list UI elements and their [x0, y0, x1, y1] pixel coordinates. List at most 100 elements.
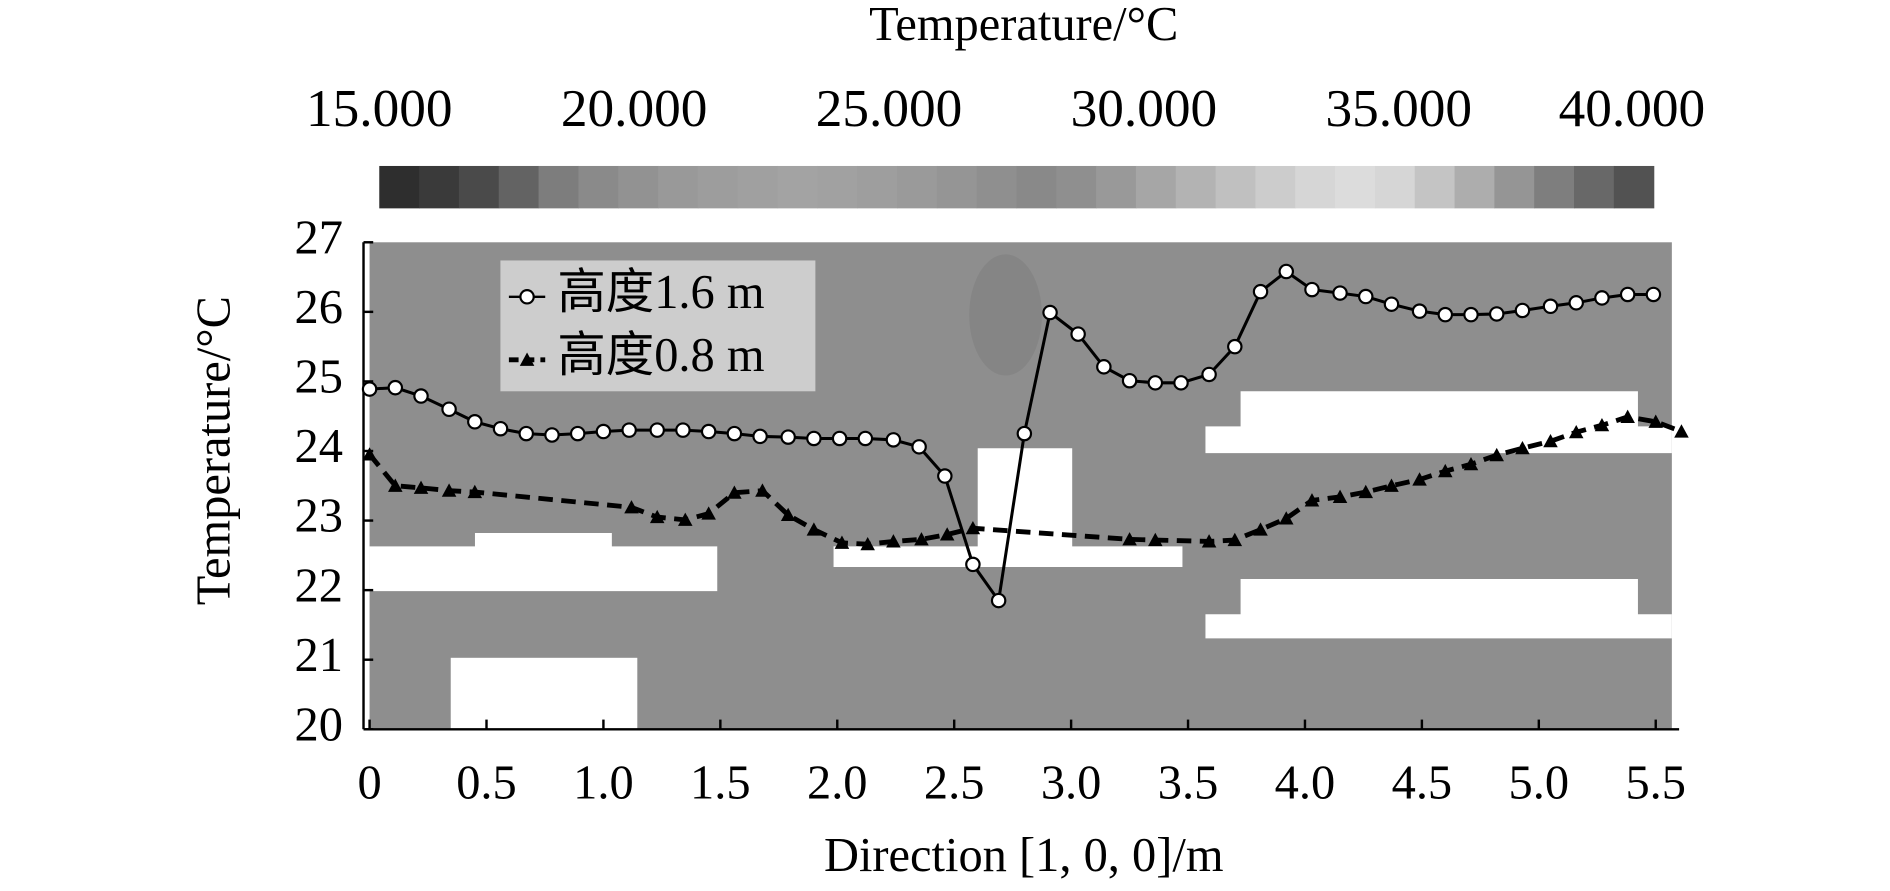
colorbar-cell	[379, 165, 420, 209]
marker	[1358, 484, 1374, 499]
colorbar-cell	[1016, 165, 1057, 209]
y-tick-label: 26	[294, 281, 342, 334]
x-tick-label: 5.0	[1509, 757, 1570, 810]
marker	[1147, 375, 1164, 391]
marker	[413, 480, 429, 494]
colorbar-tick-label: 40.000	[1559, 79, 1706, 138]
marker	[621, 422, 637, 438]
x-tick-label: 4.5	[1392, 757, 1453, 810]
colorbar-cell	[737, 165, 779, 209]
marker	[1383, 296, 1400, 312]
marker	[726, 425, 743, 442]
marker	[544, 427, 560, 443]
marker	[1674, 424, 1689, 438]
obstacle	[450, 657, 638, 730]
marker	[1253, 522, 1268, 536]
marker	[1568, 295, 1584, 311]
marker	[1227, 532, 1243, 547]
colorbar-cell	[538, 165, 579, 209]
legend-marker	[519, 352, 535, 366]
y-tick-label: 24	[294, 420, 342, 473]
colorbar-cell	[1135, 165, 1177, 209]
x-tick-label: 5.5	[1625, 757, 1686, 810]
marker	[569, 425, 586, 442]
colorbar-cell	[896, 165, 938, 209]
colorbar-cell	[1613, 165, 1655, 209]
marker	[362, 447, 377, 461]
colorbar-cell	[1096, 165, 1137, 209]
marker	[678, 512, 693, 526]
marker	[518, 425, 535, 442]
marker	[914, 532, 929, 546]
marker	[1515, 440, 1530, 455]
marker	[1278, 511, 1294, 525]
marker	[1463, 306, 1479, 323]
colorbar-cell	[1255, 165, 1296, 209]
marker	[700, 423, 717, 440]
colorbar-cell	[697, 165, 739, 209]
y-tick-label: 20	[294, 698, 342, 751]
marker	[911, 439, 927, 455]
y-tick-label: 25	[294, 351, 342, 404]
marker	[1645, 286, 1662, 303]
colorbar-cell	[419, 165, 460, 209]
y-tick-label: 21	[294, 629, 342, 682]
x-tick-label: 3.0	[1041, 757, 1102, 810]
marker	[806, 522, 822, 536]
marker	[1514, 302, 1531, 319]
colorbar-cell	[618, 165, 659, 209]
marker	[467, 414, 483, 430]
y-tick-label: 27	[294, 211, 342, 264]
marker	[990, 592, 1007, 609]
legend-marker	[519, 289, 535, 305]
marker	[1304, 281, 1320, 298]
marker	[1121, 372, 1138, 389]
marker	[388, 478, 403, 492]
colorbar-title: Temperature/°C	[869, 0, 1178, 51]
colorbar-cell	[498, 165, 540, 209]
legend-label: 高度1.6 m	[557, 266, 764, 319]
marker	[1096, 359, 1112, 375]
colorbar-tick-label: 35.000	[1326, 79, 1473, 138]
marker	[595, 423, 612, 440]
marker	[1201, 366, 1217, 383]
marker	[387, 379, 404, 396]
marker	[780, 429, 796, 445]
marker	[886, 534, 901, 548]
colorbar-cell	[857, 165, 898, 209]
marker	[780, 507, 796, 522]
x-tick-label: 0	[357, 757, 381, 810]
marker	[1648, 414, 1664, 428]
marker	[860, 536, 875, 551]
colorbar-cell	[1454, 165, 1495, 209]
marker	[1332, 489, 1348, 503]
marker	[624, 500, 639, 514]
obstacle	[833, 448, 1183, 567]
marker	[1173, 375, 1189, 391]
colorbar-cell	[1534, 165, 1575, 209]
colorbar-cell	[1215, 165, 1257, 209]
marker	[492, 420, 509, 437]
marker	[939, 527, 955, 541]
colorbar-cell	[1494, 165, 1535, 209]
marker	[413, 388, 429, 404]
marker	[965, 520, 981, 535]
marker	[441, 401, 457, 418]
marker	[1594, 417, 1610, 432]
y-tick-label: 23	[294, 490, 342, 543]
obstacle	[369, 533, 718, 592]
legend-box	[500, 260, 816, 392]
x-tick-label: 2.5	[924, 757, 985, 810]
colorbar-cell	[578, 165, 619, 209]
field-shade	[969, 254, 1042, 376]
marker	[675, 422, 691, 438]
marker	[1252, 283, 1269, 300]
marker	[701, 506, 716, 520]
marker	[1411, 303, 1428, 319]
marker	[752, 428, 768, 445]
marker	[467, 484, 483, 499]
x-tick-label: 3.5	[1158, 757, 1219, 810]
marker	[649, 422, 665, 438]
